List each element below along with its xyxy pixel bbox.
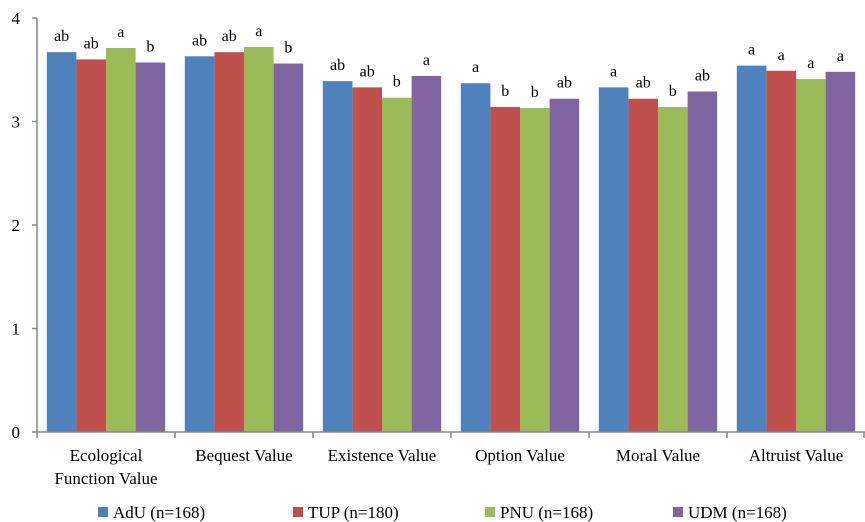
- y-tick-label: 3: [12, 113, 21, 132]
- bars-layer: [46, 46, 856, 433]
- significance-letter: ab: [330, 57, 345, 74]
- bar-series-2-category-6: [766, 70, 796, 432]
- legend: AdU (n=168) TUP (n=180) PNU (n=168) UDM (n=…: [98, 503, 787, 522]
- significance-letter: b: [531, 84, 539, 101]
- category-label: Option Value: [475, 446, 565, 465]
- significance-letter: b: [501, 83, 509, 100]
- legend-label: PNU (n=168): [500, 503, 593, 522]
- significance-letter: a: [472, 59, 479, 76]
- significance-letter: ab: [192, 32, 207, 49]
- significance-letter: a: [423, 52, 430, 69]
- significance-letter: ab: [54, 28, 69, 45]
- significance-letter: a: [778, 47, 785, 64]
- category-label: Altruist Value: [749, 446, 844, 465]
- bar-series-4-category-1: [135, 62, 166, 432]
- bar-series-3-category-6: [796, 79, 826, 432]
- bar-series-2-category-4: [490, 107, 520, 432]
- bar-series-4-category-4: [549, 98, 580, 432]
- bar-series-2-category-1: [76, 59, 106, 433]
- category-labels: Ecological Function Value Bequest Value Exi…: [54, 446, 843, 488]
- category-label: Function Value: [54, 469, 157, 488]
- significance-letter: b: [393, 74, 401, 91]
- bar-series-1-category-4: [460, 83, 491, 432]
- bar-series-2-category-5: [628, 98, 658, 432]
- category-label: Existence Value: [328, 446, 437, 465]
- significance-letter: a: [117, 24, 124, 41]
- bar-series-2-category-2: [214, 52, 244, 432]
- bar-series-1-category-3: [322, 81, 353, 432]
- bar-series-1-category-2: [184, 56, 215, 433]
- legend-label: TUP (n=180): [308, 503, 399, 522]
- bar-series-3-category-4: [520, 108, 550, 433]
- category-label: Moral Value: [616, 446, 700, 465]
- bar-series-3-category-3: [382, 97, 412, 432]
- category-label: Bequest Value: [195, 446, 292, 465]
- legend-swatch: [293, 507, 303, 517]
- significance-letter: b: [146, 39, 154, 56]
- category-label: Ecological: [70, 446, 143, 465]
- significance-letter: a: [610, 63, 617, 80]
- y-tick-label: 2: [12, 216, 21, 235]
- bar-series-3-category-5: [658, 107, 688, 432]
- legend-swatch: [485, 507, 495, 517]
- x-axis-ticks: [36, 432, 865, 438]
- y-axis-ticks: 0 1 2 3 4: [12, 9, 37, 442]
- bar-series-1-category-5: [598, 87, 629, 432]
- significance-letter: b: [284, 40, 292, 57]
- significance-letter: a: [748, 42, 755, 59]
- bar-series-1-category-1: [46, 52, 77, 432]
- bar-series-4-category-6: [825, 71, 856, 432]
- significance-letter: ab: [222, 28, 237, 45]
- y-tick-label: 0: [12, 423, 21, 442]
- legend-swatch: [673, 507, 683, 517]
- bar-series-2-category-3: [352, 87, 382, 432]
- significance-letter: ab: [557, 75, 572, 92]
- y-tick-label: 4: [12, 9, 21, 28]
- bar-series-3-category-2: [244, 46, 274, 432]
- bar-series-4-category-5: [687, 91, 718, 433]
- bar-series-4-category-3: [411, 75, 442, 433]
- legend-swatch: [98, 507, 108, 517]
- bar-series-3-category-1: [106, 48, 136, 432]
- significance-letter: ab: [636, 75, 651, 92]
- significance-letter: a: [807, 55, 814, 72]
- bar-series-1-category-6: [736, 65, 767, 433]
- significance-letter: b: [669, 83, 677, 100]
- significance-letter: ab: [84, 35, 99, 52]
- legend-label: UDM (n=168): [688, 503, 787, 522]
- legend-label: AdU (n=168): [113, 503, 205, 522]
- y-tick-label: 1: [12, 320, 21, 339]
- significance-letter: ab: [695, 67, 710, 84]
- significance-letter: a: [837, 48, 844, 65]
- bar-series-4-category-2: [273, 63, 304, 432]
- significance-letter: a: [255, 23, 262, 40]
- significance-letter: ab: [360, 63, 375, 80]
